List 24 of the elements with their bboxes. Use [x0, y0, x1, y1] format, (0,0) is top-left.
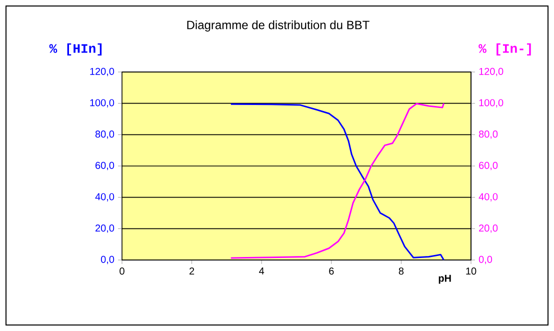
y-tick-label: 100,0 [90, 99, 114, 108]
y-tick-label: 120,0 [90, 68, 114, 76]
y2-tick-label: 0,0 [478, 256, 492, 264]
x-tick-label: 8 [398, 268, 404, 275]
x-tick-label: 2 [190, 268, 194, 275]
y-axis-title: % [HIn] [49, 43, 102, 56]
chart-title: Diagramme de distribution du BBT [187, 20, 370, 32]
x-tick-label: 0 [120, 268, 124, 275]
y2-tick-label: 100,0 [479, 99, 504, 108]
x-tick-label: 4 [259, 268, 264, 274]
y2-tick-label: 20,0 [479, 224, 498, 233]
y2-tick-label: 80,0 [478, 130, 498, 139]
y-tick-label: 40,0 [95, 193, 114, 202]
y-tick-label: 0,0 [100, 256, 114, 264]
y-tick-label: 20,0 [96, 224, 114, 233]
x-axis-title: pH [438, 274, 451, 284]
x-tick-label: 10 [466, 268, 476, 275]
x-tick-label: 6 [329, 268, 334, 275]
y2-tick-label: 40,0 [478, 193, 498, 202]
y-tick-label: 60,0 [96, 162, 114, 170]
y2-tick-label: 60,0 [479, 162, 498, 170]
y2-axis-title: % [In-] [478, 43, 531, 56]
y2-tick-label: 120,0 [479, 68, 504, 76]
y-tick-label: 80,0 [95, 130, 114, 139]
